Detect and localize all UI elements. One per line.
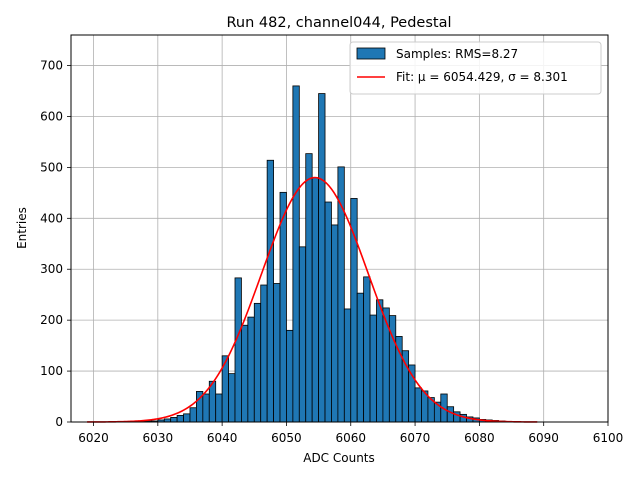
histogram-bar: [343, 308, 352, 423]
histogram-bar: [189, 407, 197, 423]
y-axis: 0 100 200 300 400 500 600 700: [40, 59, 71, 429]
legend-label-samples: Samples: RMS=8.27: [396, 47, 518, 61]
histogram-bar: [305, 153, 313, 423]
x-tick-label: 6060: [335, 431, 366, 445]
chart-title: Run 482, channel044, Pedestal: [226, 15, 451, 31]
histogram-bar: [401, 350, 410, 423]
histogram-bar: [298, 246, 307, 423]
histogram-bar: [318, 93, 326, 423]
histogram-bar: [369, 314, 377, 423]
histogram-bar: [376, 299, 384, 423]
legend-swatch-samples: [356, 47, 386, 60]
histogram-bar: [253, 302, 262, 423]
histogram-bar: [176, 414, 184, 423]
histogram-bar: [183, 413, 191, 423]
x-tick-label: 6090: [528, 431, 559, 445]
histogram-bar: [273, 283, 281, 423]
x-tick-label: 6030: [143, 431, 174, 445]
histogram-bar: [279, 191, 287, 423]
histogram-bar: [414, 387, 422, 423]
legend: Samples: RMS=8.27 Fit: μ = 6054.429, σ =…: [349, 41, 602, 95]
histogram-bar: [170, 417, 178, 423]
histogram-bar: [311, 177, 319, 423]
y-tick-label: 0: [55, 415, 63, 429]
histogram-bar: [356, 292, 365, 423]
histogram-bar: [247, 316, 255, 423]
histogram-bar: [202, 393, 210, 423]
histogram-bar: [266, 159, 274, 423]
plot-frame: [70, 34, 609, 423]
x-axis: 6020 6030 6040 6050 6060 6070 6080 6090 6100: [78, 422, 623, 445]
y-axis-label: Entries: [15, 207, 29, 249]
y-tick-label: 500: [40, 160, 63, 174]
legend-frame: [349, 41, 602, 95]
y-tick-label: 100: [40, 364, 63, 378]
histogram-bar: [215, 393, 223, 423]
y-tick-label: 600: [40, 109, 63, 123]
y-tick-label: 700: [40, 59, 63, 73]
y-tick-label: 200: [40, 313, 63, 327]
histogram-bar: [363, 276, 371, 423]
fit-curve-group: [87, 176, 538, 423]
histogram-bars: [131, 85, 512, 423]
histogram-bar: [395, 336, 403, 423]
histogram-bar: [241, 324, 249, 423]
histogram-bar: [228, 373, 236, 423]
x-axis-label: ADC Counts: [303, 451, 375, 465]
histogram-bar: [292, 85, 300, 423]
legend-label-fit: Fit: μ = 6054.429, σ = 8.301: [396, 70, 568, 84]
histogram-bar: [324, 201, 332, 423]
histogram-bar: [350, 198, 358, 423]
x-tick-label: 6050: [271, 431, 302, 445]
fit-curve: [87, 176, 538, 423]
histogram-bar: [286, 329, 294, 423]
x-tick-label: 6040: [207, 431, 238, 445]
y-tick-label: 300: [40, 262, 63, 276]
histogram-bar: [446, 406, 455, 423]
x-tick-label: 6100: [593, 431, 624, 445]
x-tick-label: 6070: [400, 431, 431, 445]
y-tick-label: 400: [40, 211, 63, 225]
x-tick-label: 6080: [464, 431, 495, 445]
x-tick-label: 6020: [78, 431, 109, 445]
histogram-bar: [234, 277, 242, 423]
histogram-bar: [260, 284, 268, 423]
histogram-bar: [331, 224, 339, 423]
